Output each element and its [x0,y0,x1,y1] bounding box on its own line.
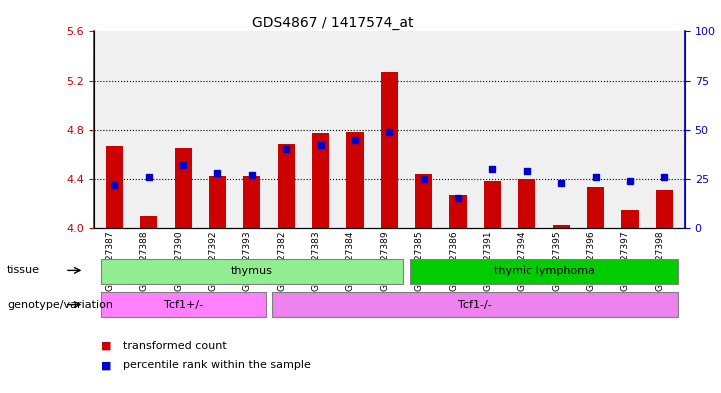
Bar [518,179,536,228]
Bar [622,209,639,228]
FancyBboxPatch shape [273,292,678,317]
Bar [209,176,226,228]
Text: GDS4867 / 1417574_at: GDS4867 / 1417574_at [252,16,414,30]
Bar [552,226,570,228]
Bar [655,190,673,228]
Bar [381,72,398,228]
Bar [243,176,260,228]
Bar [415,174,433,228]
Bar [587,187,604,228]
Text: genotype/variation: genotype/variation [7,299,113,310]
Bar [346,132,363,228]
Bar [140,216,157,228]
Text: thymus: thymus [231,266,273,276]
Bar [449,195,466,228]
Text: Tcf1+/-: Tcf1+/- [164,299,203,310]
Text: tissue: tissue [7,265,40,275]
Bar [278,145,295,228]
Bar [174,148,192,228]
Bar [484,181,501,228]
FancyBboxPatch shape [410,259,678,284]
FancyBboxPatch shape [101,259,403,284]
Text: Tcf1-/-: Tcf1-/- [459,299,492,310]
FancyBboxPatch shape [101,292,265,317]
Text: ■: ■ [101,360,112,371]
Text: thymic lymphoma: thymic lymphoma [493,266,595,276]
Bar [106,146,123,228]
Text: percentile rank within the sample: percentile rank within the sample [123,360,311,371]
Text: ■: ■ [101,341,112,351]
Bar [312,133,329,228]
Text: transformed count: transformed count [123,341,226,351]
